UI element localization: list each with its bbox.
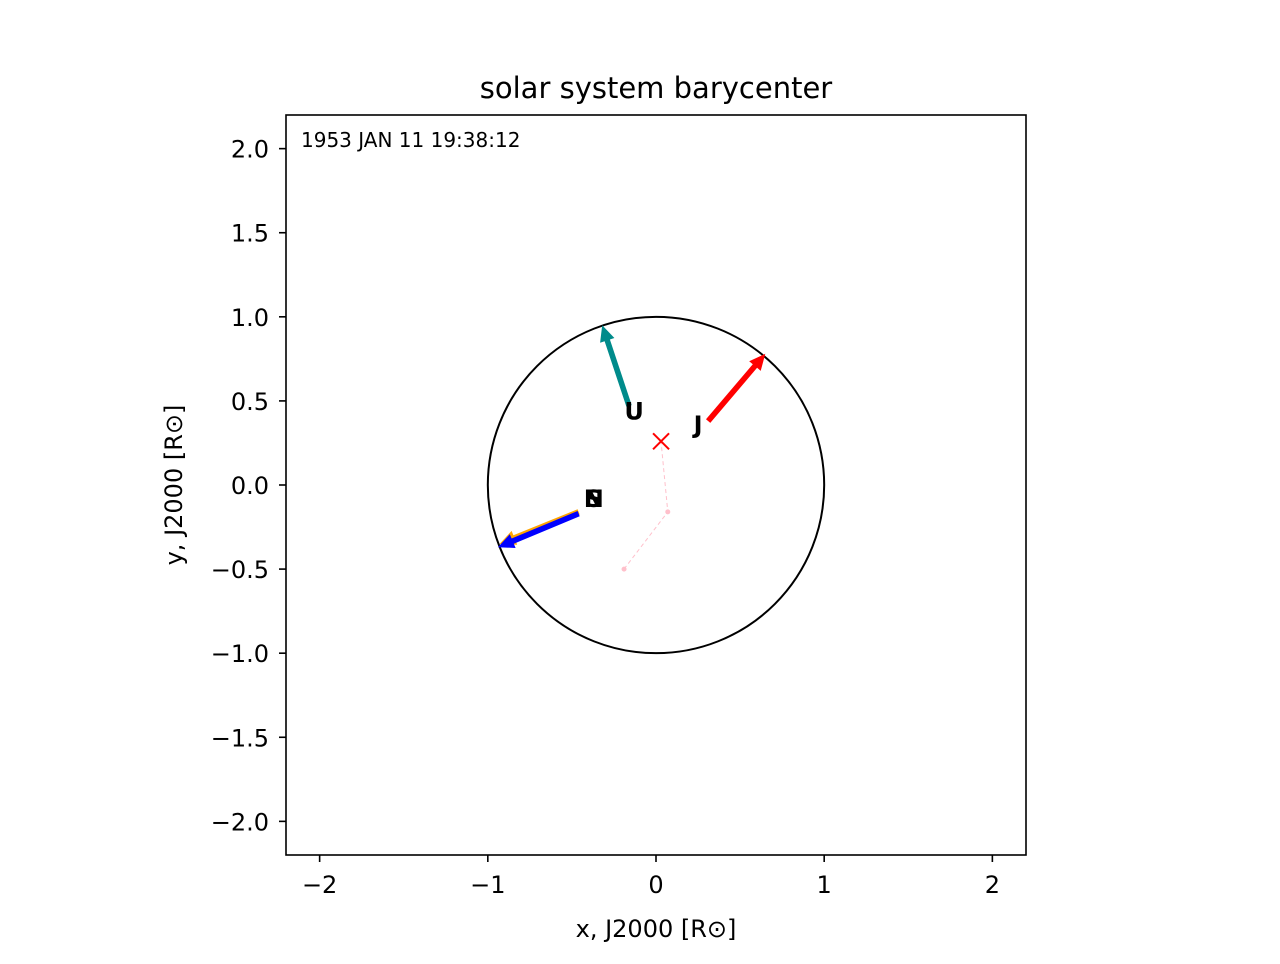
y-tick-label: −0.5 <box>211 556 269 584</box>
x-axis-label: x, J2000 [R⊙] <box>576 915 737 943</box>
timestamp-annotation: 1953 JAN 11 19:38:12 <box>301 128 520 152</box>
x-tick-label: −2 <box>302 871 337 899</box>
planet-label-s: S <box>585 485 602 513</box>
y-tick-label: 0.5 <box>231 388 269 416</box>
y-tick-label: 2.0 <box>231 136 269 164</box>
x-tick-label: −1 <box>470 871 505 899</box>
x-tick-label: 1 <box>817 871 832 899</box>
x-tick-label: 0 <box>648 871 663 899</box>
y-axis-ticks: 2.0 1.5 1.0 0.5 0.0 −0.5 −1.0 −1.5 −2.0 <box>211 136 286 836</box>
planet-arrow-n <box>497 511 580 548</box>
y-axis-label: y, J2000 [R⊙] <box>160 405 188 566</box>
y-tick-label: −1.5 <box>211 724 269 752</box>
y-tick-label: −2.0 <box>211 808 269 836</box>
x-tick-label: 2 <box>985 871 1000 899</box>
planet-label-n: N <box>584 485 604 513</box>
plot-content: J U SN <box>486 315 826 655</box>
track-point <box>665 509 671 515</box>
y-tick-label: 0.0 <box>231 472 269 500</box>
x-axis-ticks: −2 −1 0 1 2 <box>302 855 1000 899</box>
chart-title: solar system barycenter <box>480 71 833 105</box>
planet-label-u: U <box>624 397 644 425</box>
planet-arrow-j <box>706 353 766 423</box>
y-tick-label: 1.0 <box>231 304 269 332</box>
track-point <box>621 566 627 572</box>
barycenter-marker <box>652 432 670 450</box>
planet-label-j: J <box>692 411 703 439</box>
planet-arrow-u <box>600 325 632 407</box>
y-tick-label: −1.0 <box>211 640 269 668</box>
sun-outline <box>486 315 826 655</box>
y-tick-label: 1.5 <box>231 220 269 248</box>
